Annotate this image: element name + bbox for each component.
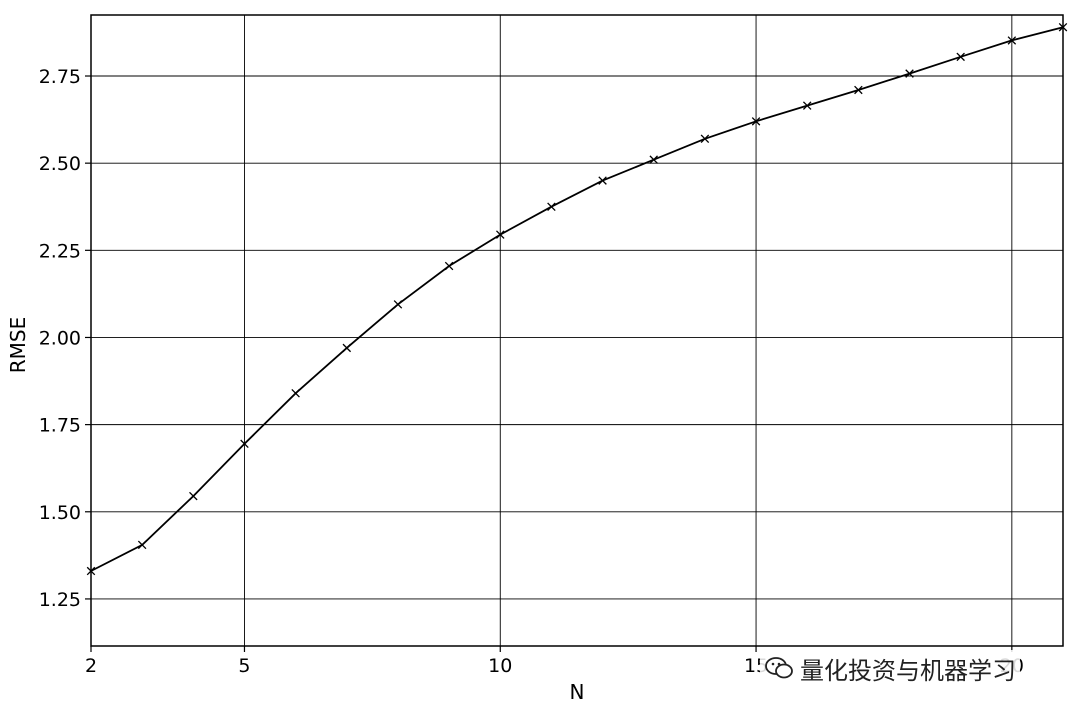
y-tick-label: 2.25: [39, 240, 81, 262]
data-point-marker: [802, 101, 812, 110]
y-tick-label: 1.75: [39, 415, 81, 437]
marker-stroke: [342, 343, 352, 353]
marker-stroke: [649, 155, 658, 164]
y-tick-label: 2.00: [39, 327, 81, 349]
data-point-marker: [342, 343, 352, 353]
data-point-marker: [496, 230, 505, 239]
x-tick-label: 10: [488, 655, 512, 677]
grid-lines: [90, 15, 1063, 646]
data-point-marker: [700, 134, 710, 144]
marker-stroke: [444, 261, 454, 271]
data-point-marker: [956, 52, 965, 62]
data-point-marker: [854, 85, 863, 95]
marker-stroke: [240, 439, 249, 449]
watermark-text: 量化投资与机器学习: [800, 656, 1016, 685]
data-point-marker: [189, 491, 198, 501]
data-point-marker: [905, 69, 914, 78]
data-point-marker: [751, 117, 761, 126]
marker-stroke: [547, 202, 556, 211]
data-point-marker: [649, 155, 658, 164]
data-point-marker: [1007, 36, 1017, 45]
series-layer: [86, 22, 1068, 576]
marker-stroke: [751, 117, 761, 126]
marker-stroke: [700, 134, 710, 144]
wechat-icon: [764, 655, 794, 681]
data-point-marker: [137, 540, 147, 550]
axes: [85, 14, 1064, 652]
watermark: 量化投资与机器学习: [760, 650, 1020, 686]
marker-stroke: [496, 230, 505, 239]
marker-stroke: [393, 300, 403, 309]
tick-labels: 1.251.501.752.002.252.502.7525101520: [39, 66, 1024, 677]
plot-frame: [90, 14, 1064, 647]
marker-stroke: [137, 540, 147, 550]
y-tick-label: 1.50: [39, 502, 81, 524]
data-point-marker: [240, 439, 249, 449]
y-tick-label: 2.50: [39, 153, 81, 175]
marker-stroke: [598, 176, 607, 185]
x-axis-label: N: [570, 680, 585, 704]
marker-stroke: [854, 85, 863, 95]
y-tick-label: 2.75: [39, 66, 81, 88]
data-point-marker: [547, 202, 556, 211]
marker-stroke: [291, 388, 300, 398]
series-line: [90, 26, 1064, 572]
marker-stroke: [956, 52, 965, 62]
x-tick-label: 2: [85, 655, 97, 677]
x-tick-label: 5: [238, 655, 250, 677]
data-point-marker: [444, 261, 454, 271]
marker-stroke: [802, 101, 812, 110]
marker-stroke: [905, 69, 914, 78]
data-point-marker: [291, 388, 300, 398]
marker-stroke: [1007, 36, 1017, 45]
data-point-marker: [393, 300, 403, 309]
y-axis-label: RMSE: [6, 317, 30, 373]
y-tick-label: 1.25: [39, 589, 81, 611]
data-point-marker: [598, 176, 607, 185]
marker-stroke: [189, 491, 198, 501]
